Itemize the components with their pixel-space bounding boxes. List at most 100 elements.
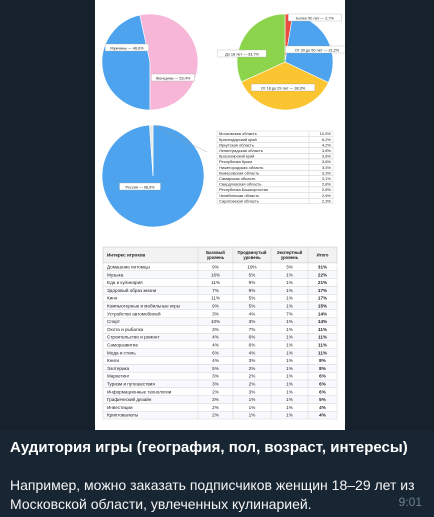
interests-cell: 1% — [286, 382, 293, 387]
interests-cell: 3% — [212, 311, 219, 316]
interests-cell: 5% — [212, 366, 219, 371]
age-label-50plus-box — [288, 13, 342, 22]
interests-cell: Компьютерные и мобильные игры — [107, 304, 180, 309]
interests-cell: Информационные технологии — [107, 389, 172, 394]
interests-cell: 11% — [211, 296, 220, 301]
interests-cell: 2% — [212, 405, 219, 410]
region-value: 10,5% — [320, 131, 332, 136]
interests-cell: 1% — [286, 350, 293, 355]
interests-cell: Спорт — [107, 319, 121, 324]
interests-cell: 2% — [249, 374, 256, 379]
interests-cell: 4% — [249, 350, 256, 355]
interests-cell: 1% — [286, 374, 293, 379]
interests-cell: 11% — [318, 327, 327, 332]
interests-cell: Охота и рыбалка — [107, 327, 144, 332]
post-title: Аудитория игры (география, пол, возраст,… — [10, 439, 408, 456]
interests-cell: 9% — [249, 288, 256, 293]
country-pie-slice — [149, 124, 154, 177]
region-value: 3,1% — [322, 176, 332, 181]
interests-cell: 3% — [212, 327, 219, 332]
interests-cell: 1% — [249, 405, 256, 410]
message-time: 9:01 — [398, 495, 422, 509]
interests-cell: 11% — [318, 350, 327, 355]
region-row — [216, 198, 334, 204]
interests-cell: 8% — [319, 366, 326, 371]
region-name: Челябинская область — [219, 193, 259, 198]
age-label-18-29: От 18 до 29 лет — 38,3% — [261, 86, 306, 90]
region-name: Республика Крым — [219, 159, 252, 164]
interests-cell: 11% — [211, 280, 220, 285]
region-value: 3,8% — [322, 148, 332, 153]
interests-cell: 1% — [286, 272, 293, 277]
interests-cell: 11% — [318, 343, 327, 348]
post-image[interactable]: Мужчины — 46,6% Женщины — 53,4% Более 50 л… — [0, 0, 434, 430]
interests-cell: 1% — [286, 327, 293, 332]
interests-cell: 31% — [318, 265, 327, 270]
interests-cell: Книги — [107, 358, 119, 363]
interests-cell: Туризм и путешествия — [107, 382, 155, 387]
interests-cell: 3% — [249, 319, 256, 324]
interests-cell: 6% — [319, 374, 326, 379]
interests-cell: 1% — [249, 397, 256, 402]
interests-cell: 21% — [318, 280, 327, 285]
interests-cell: 2% — [249, 382, 256, 387]
interests-cell: 1% — [286, 405, 293, 410]
interests-cell: 6% — [249, 343, 256, 348]
interests-cell: 14% — [318, 311, 327, 316]
interests-cell: 9% — [249, 280, 256, 285]
region-value: 3,8% — [322, 154, 332, 159]
interests-cell: 11% — [318, 335, 327, 340]
interests-cell: 5% — [249, 304, 256, 309]
interests-cell: 1% — [286, 319, 293, 324]
interests-cell: 1% — [286, 280, 293, 285]
interests-cell: 4% — [212, 358, 219, 363]
interests-cell: 1% — [286, 343, 293, 348]
interests-row — [102, 411, 338, 420]
age-label-50plus: Более 50 лет — 2,7% — [296, 16, 334, 20]
interests-row — [102, 356, 338, 365]
interests-header: уровень — [207, 255, 225, 260]
interests-cell: 3% — [249, 358, 256, 363]
age-label-18-29-box — [251, 83, 315, 92]
region-name: Самарская область — [219, 176, 256, 181]
region-name: Саратовская область — [219, 198, 259, 203]
post-caption: Аудитория игры (география, пол, возраст,… — [10, 432, 424, 514]
country-leader-line — [154, 125, 208, 153]
country-label-russia-box — [119, 182, 161, 191]
interests-cell: 2% — [249, 366, 256, 371]
region-name: Ленинградская область — [219, 148, 263, 153]
interests-cell: 17% — [318, 296, 327, 301]
interests-cell: 7% — [212, 288, 219, 293]
interests-cell: 7% — [286, 311, 293, 316]
interests-cell: 1% — [286, 358, 293, 363]
interests-header: Итого — [317, 253, 329, 258]
interests-cell: 9% — [212, 304, 219, 309]
region-value: 3,3% — [322, 165, 332, 170]
region-name: Красноярский край — [219, 154, 254, 159]
interests-cell: 3% — [286, 265, 293, 270]
interests-cell: Мода и стиль — [107, 350, 136, 355]
interests-cell: 17% — [318, 288, 327, 293]
interests-row — [102, 294, 338, 303]
interests-cell: 2% — [212, 389, 219, 394]
region-name: Кемеровская область — [219, 170, 259, 175]
interests-cell: 4% — [212, 343, 219, 348]
interests-cell: 5% — [249, 296, 256, 301]
interests-cell: Инвестиции — [107, 405, 133, 410]
interests-cell: 19% — [247, 265, 256, 270]
interests-header: Интерес игроков — [107, 253, 145, 258]
region-value: 4,2% — [322, 142, 332, 147]
region-value: 3,6% — [322, 159, 332, 164]
interests-header: Базовый — [206, 250, 225, 255]
interests-header: уровень — [281, 255, 299, 260]
interests-cell: 3% — [249, 389, 256, 394]
region-value: 3,3% — [322, 170, 332, 175]
interests-cell: 14% — [318, 319, 327, 324]
region-value: 6,2% — [322, 137, 332, 142]
interests-header: уровень — [243, 255, 261, 260]
interests-cell: 4% — [319, 405, 326, 410]
interests-cell: Еда и кулинария — [107, 280, 143, 285]
region-name: Свердловская область — [219, 182, 262, 187]
interests-cell: 1% — [286, 389, 293, 394]
interests-cell: 15% — [318, 304, 327, 309]
